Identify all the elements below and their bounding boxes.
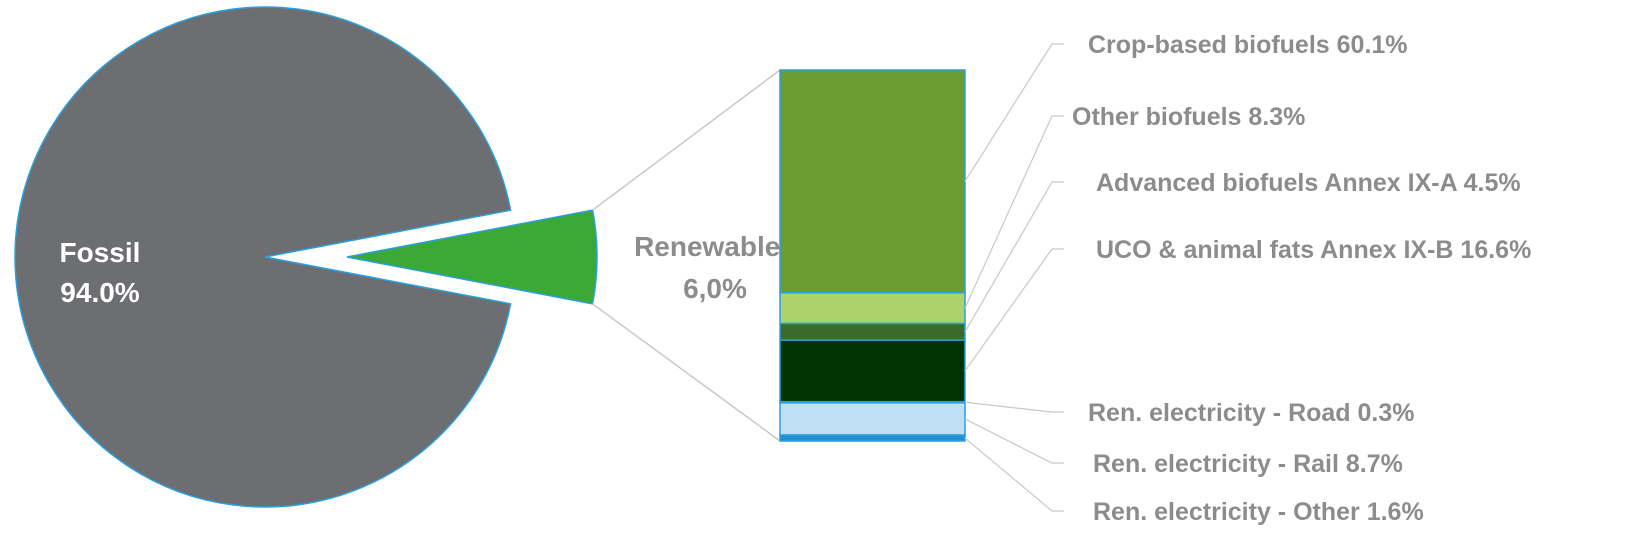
breakdown-bar [779, 69, 966, 442]
segment-label-uco-animal-fats-annex-ix-b: UCO & animal fats Annex IX-B 16.6% [1096, 236, 1531, 264]
segment-label-ren-electricity-road: Ren. electricity - Road 0.3% [1088, 399, 1415, 427]
leader-line-advanced-biofuels-annex-ix-a [964, 181, 1064, 333]
bar-segment-crop-based-biofuels [779, 69, 966, 294]
segment-leader-lines [964, 43, 1064, 512]
bar-segment-advanced-biofuels-annex-ix-a [779, 322, 966, 341]
pie-labels: Fossil 94.0% Renewables 6,0% [60, 231, 796, 308]
leader-line-ren-electricity-other [964, 437, 1064, 512]
segment-label-crop-based-biofuels: Crop-based biofuels 60.1% [1088, 31, 1408, 59]
segment-label-ren-electricity-rail: Ren. electricity - Rail 8.7% [1093, 450, 1403, 478]
segment-label-ren-electricity-other: Ren. electricity - Other 1.6% [1093, 498, 1424, 526]
leader-line-ren-electricity-rail [964, 418, 1064, 464]
fossil-label: Fossil [60, 237, 141, 268]
bar-segment-uco-animal-fats-annex-ix-b [779, 339, 966, 403]
pie-slice-fossil [14, 6, 512, 508]
segment-label-advanced-biofuels-annex-ix-a: Advanced biofuels Annex IX-A 4.5% [1096, 169, 1521, 197]
renewables-label: Renewables [634, 231, 796, 262]
leader-line-ren-electricity-road [964, 401, 1064, 413]
bar-segment-other-biofuels [779, 291, 966, 325]
bar-segment-ren-electricity-other [779, 434, 966, 442]
leader-line-uco-animal-fats-annex-ix-b [964, 248, 1064, 372]
connector-bottom [592, 303, 781, 442]
leader-line-crop-based-biofuels [964, 43, 1064, 182]
connector-top [592, 69, 781, 211]
pie-slice-renewables [346, 209, 598, 305]
pie-to-bar-connectors [592, 69, 781, 442]
leader-line-other-biofuels [964, 115, 1064, 309]
fossil-value-label: 94.0% [60, 277, 139, 308]
renewables-value-label: 6,0% [683, 273, 747, 304]
pie [14, 6, 598, 508]
segment-label-other-biofuels: Other biofuels 8.3% [1072, 103, 1305, 131]
segment-labels: Crop-based biofuels 60.1% Other biofuels … [1072, 31, 1531, 526]
bar-segment-ren-electricity-rail [779, 402, 966, 436]
